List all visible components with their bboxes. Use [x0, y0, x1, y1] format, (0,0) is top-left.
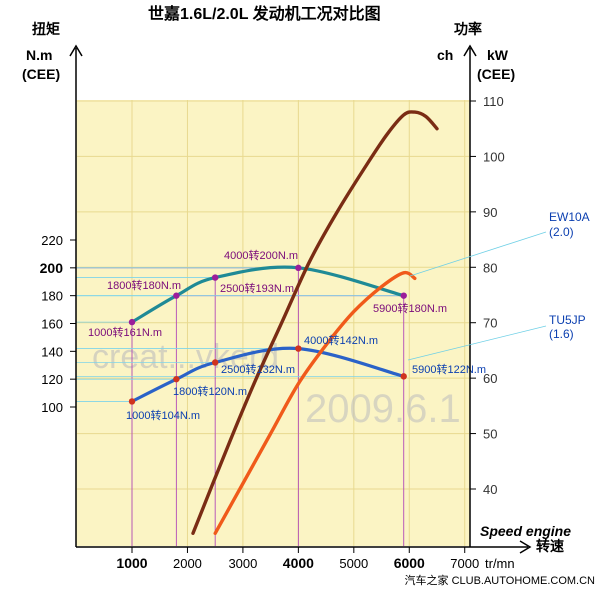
point-label-0-4: 5900转180N.m: [373, 301, 447, 315]
right-axis-unit: kW: [487, 47, 509, 63]
point-label-1-0: 1000转104N.m: [126, 408, 200, 422]
right-tick-label-5: 90: [483, 205, 497, 220]
x-tick-label-3: 4000: [283, 555, 314, 571]
point-label-1-4: 5900转122N.m: [412, 362, 486, 376]
x-tick-label-5: 6000: [394, 555, 425, 571]
left-axis-unit-cee: (CEE): [22, 66, 60, 82]
point-1-0: [128, 398, 136, 405]
watermark-2: 2009.6.1: [305, 387, 461, 431]
point-1-1: [173, 375, 180, 383]
x-tick-label-1: 2000: [173, 556, 202, 571]
reference-lines: [76, 267, 404, 402]
x-tick-label-4: 5000: [339, 556, 368, 571]
series-line-0: [130, 265, 406, 324]
right-tick-label-7: 110: [483, 94, 504, 109]
point-label-0-1: 1800转180N.m: [107, 278, 181, 292]
right-tick-label-6: 100: [483, 149, 505, 164]
point-0-3: [295, 264, 302, 272]
chart-title: 世嘉1.6L/2.0L 发动机工况对比图: [148, 4, 381, 23]
left-tick-label-1: 120: [41, 372, 63, 387]
x-axis-unit: tr/mn: [485, 556, 515, 571]
point-1-3: [295, 345, 302, 352]
right-axis-unit-cee: (CEE): [477, 66, 515, 82]
legend-tu5jp-sub: (1.6): [549, 327, 574, 341]
right-tick-label-3: 70: [483, 316, 497, 331]
legend-connector-ew10a: [409, 231, 547, 277]
point-0-1: [173, 292, 180, 299]
legend-tu5jp: TU5JP: [549, 313, 586, 327]
left-tick-label-0: 100: [41, 400, 63, 415]
right-tick-label-4: 80: [483, 260, 497, 275]
left-axis-arrow: [69, 44, 83, 57]
x-axis-arrow: [519, 540, 532, 554]
legend-ew10a: EW10A: [549, 210, 590, 224]
left-axis-title: 扭矩: [32, 21, 60, 37]
point-label-1-3: 4000转142N.m: [304, 333, 378, 347]
point-1-2: [211, 359, 219, 366]
point-label-0-2: 2500转193N.m: [220, 281, 294, 295]
series-line-3: [213, 270, 417, 535]
right-tick-label-2: 60: [483, 371, 497, 386]
series-line-1: [130, 346, 406, 403]
legend-connector-tu5jp: [407, 325, 547, 361]
right-axis-title: 功率: [454, 21, 482, 37]
point-label-1-2: 2500转132N.m: [221, 362, 295, 376]
points-layer: [128, 264, 407, 405]
point-0-2: [211, 274, 219, 281]
series-line-2: [191, 110, 439, 535]
left-tick-label-3: 160: [41, 317, 63, 332]
point-label-0-3: 4000转200N.m: [224, 248, 298, 262]
x-tick-label-2: 3000: [228, 556, 257, 571]
x-tick-label-0: 1000: [116, 555, 147, 571]
point-1-4: [400, 373, 407, 380]
x-tick-label-6: 7000: [450, 556, 479, 571]
right-axis-arrow: [463, 44, 477, 57]
watermark-1: creat...vkerd: [92, 338, 279, 376]
annotation-layer: 1000转161N.m 1800转180N.m 2500转193N.m 4000转20…: [88, 248, 486, 422]
right-tick-label-0: 40: [483, 482, 497, 497]
left-tick-label-5: 200: [40, 260, 64, 276]
left-tick-label-6: 220: [41, 233, 63, 248]
point-label-1-1: 1800转120N.m: [173, 384, 247, 398]
left-tick-label-2: 140: [41, 344, 63, 359]
series-layer: [130, 110, 439, 535]
left-axis-unit: N.m: [26, 47, 52, 63]
left-tick-label-4: 180: [41, 289, 63, 304]
ticks-layer: 100 120 140 160 180 200 220 40 50 60 70 80 90 100 110 1…: [40, 94, 505, 571]
point-0-0: [128, 318, 136, 326]
right-axis-unit-ch: ch: [437, 47, 453, 63]
x-axis-label: 转速: [536, 538, 564, 554]
legend-ew10a-sub: (2.0): [549, 225, 574, 239]
footer-site: 汽车之家 CLUB.AUTOHOME.COM.CN: [405, 573, 596, 587]
point-label-0-0: 1000转161N.m: [88, 325, 162, 339]
speed-engine-caption: Speed engine: [480, 523, 571, 539]
right-tick-label-1: 50: [483, 427, 497, 442]
point-0-4: [400, 292, 407, 299]
